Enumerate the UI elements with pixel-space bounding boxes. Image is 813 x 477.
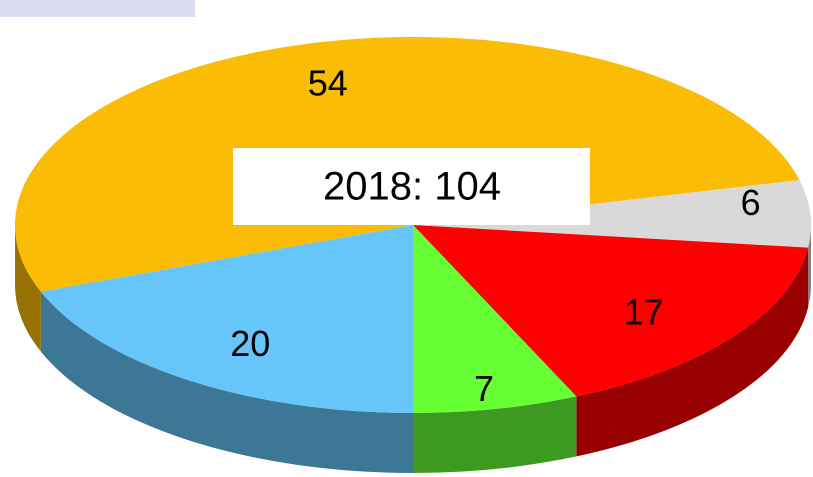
data-label: 17	[624, 292, 664, 333]
pie-slice	[413, 225, 577, 413]
pie-sides	[15, 225, 811, 473]
pie-slice	[413, 225, 809, 397]
data-label: 6	[741, 182, 761, 223]
annotation: 2018: 104	[323, 165, 501, 209]
pie-side	[40, 291, 414, 473]
pie-side	[576, 247, 809, 457]
annotation-box	[233, 148, 590, 225]
pie-side	[413, 396, 577, 473]
data-label: 54	[308, 62, 348, 103]
pie-labels: 20 54 6 17 7	[230, 62, 761, 408]
pie-side	[15, 225, 41, 352]
data-label: 7	[474, 368, 494, 409]
header-bar	[0, 0, 195, 17]
pie-slice	[413, 180, 812, 248]
data-label: 20	[230, 323, 270, 364]
pie-side	[808, 225, 811, 308]
pie-slice	[40, 225, 414, 413]
